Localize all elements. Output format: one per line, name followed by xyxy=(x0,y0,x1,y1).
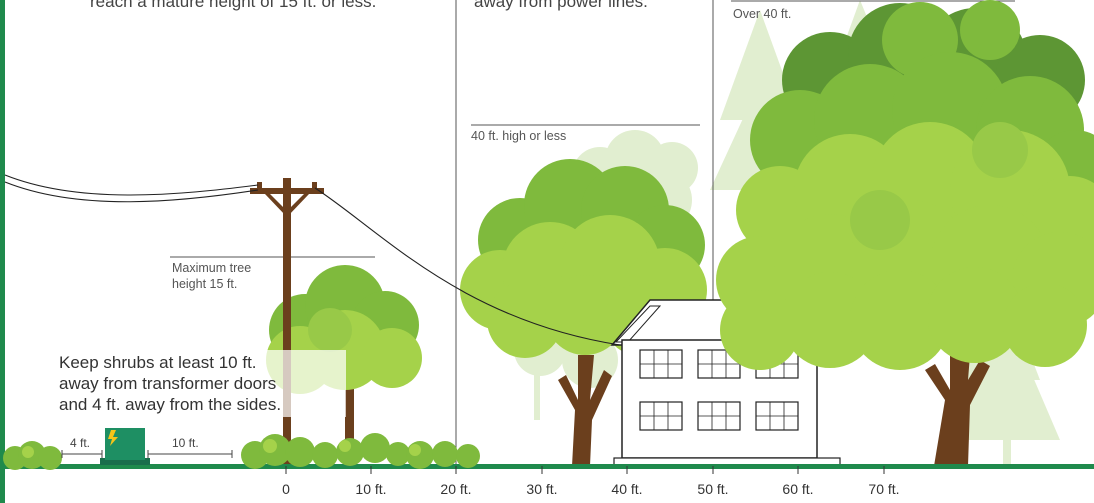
axis-tick-label: 70 ft. xyxy=(868,481,900,497)
axis-tick-label: 60 ft. xyxy=(782,481,814,497)
bg-trunk-right xyxy=(1003,420,1011,465)
zone-label-40-or-less: 40 ft. high or less xyxy=(471,129,567,143)
left-frame-border xyxy=(0,0,5,503)
small-tree-trunk xyxy=(345,382,354,448)
ground-shrub-highlights xyxy=(22,439,421,458)
axis-tick-marks xyxy=(285,466,885,474)
shrub-note-line3: and 4 ft. away from the sides. xyxy=(59,395,282,414)
zone-label-max-15-line1: Maximum tree xyxy=(172,261,252,275)
shrub-note-line2: away from transformer doors xyxy=(59,374,277,393)
axis-tick-label: 40 ft. xyxy=(611,481,643,497)
axis-tick-label: 10 ft. xyxy=(355,481,387,497)
zone-label-max-15: Maximum tree height 15 ft. xyxy=(172,260,251,292)
bg-trunk-left xyxy=(534,370,540,420)
power-lines xyxy=(4,174,621,346)
header-text-left: reach a mature height of 15 ft. or less. xyxy=(90,0,377,11)
axis-tick-label: 0 xyxy=(282,481,290,497)
transformer xyxy=(100,428,150,465)
large-tree-trunk xyxy=(925,330,990,466)
shrub-clearance-note: Keep shrubs at least 10 ft. away from tr… xyxy=(56,350,346,417)
large-tree-foliage xyxy=(716,0,1094,370)
shrub-note-line1: Keep shrubs at least 10 ft. xyxy=(59,353,257,372)
dim-label-side: 4 ft. xyxy=(70,436,91,450)
axis-tick-label: 50 ft. xyxy=(697,481,729,497)
zone-label-over-40: Over 40 ft. xyxy=(733,7,792,21)
dim-label-front: 10 ft. xyxy=(172,436,199,450)
utility-pole xyxy=(250,178,324,466)
header-text-middle: away from power lines. xyxy=(474,0,648,11)
axis-tick-label: 30 ft. xyxy=(526,481,558,497)
axis-tick-label: 20 ft. xyxy=(440,481,472,497)
transformer-dimension-lines xyxy=(61,450,233,458)
ground-line xyxy=(0,464,1094,469)
medium-tree-trunk xyxy=(558,355,612,466)
zone-label-max-15-line2: height 15 ft. xyxy=(172,277,238,291)
